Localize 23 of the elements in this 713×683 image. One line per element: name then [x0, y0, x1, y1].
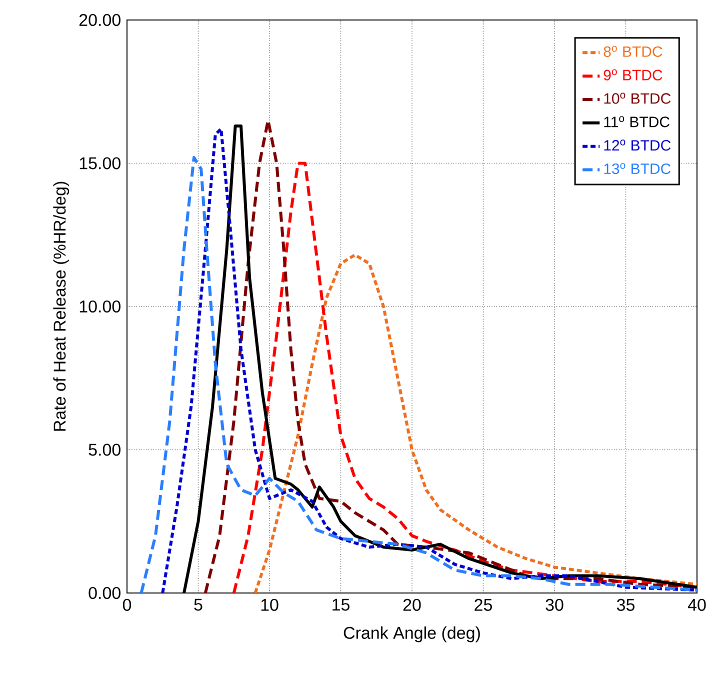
x-axis-title: Crank Angle (deg) — [344, 626, 480, 642]
x-tick-label: 20 — [403, 598, 421, 611]
legend-label: 9$^{o}$ BTDC — [604, 69, 662, 80]
legend-label: 10$^{o}$ BTDC — [604, 92, 671, 104]
y-tick-label: 15.00 — [80, 157, 120, 170]
x-tick-label: 35 — [616, 598, 634, 611]
legend-label: 13$^{o}$ BTDC — [604, 163, 671, 174]
legend-label: 8$^{o}$ BTDC — [604, 46, 662, 57]
legend-label: 12$^{o}$ BTDC — [604, 140, 671, 151]
x-tick-label: 0 — [122, 598, 132, 611]
line-series — [254, 253, 697, 593]
y-tick-label: 10.00 — [80, 300, 120, 313]
x-tick-label: 40 — [688, 598, 706, 611]
x-tick-label: 30 — [546, 598, 564, 611]
y-tick-label: 20.00 — [79, 14, 120, 26]
legend-label: 11$^{o}$ BTDC — [604, 116, 670, 128]
x-tick-label: 25 — [474, 598, 492, 611]
y-axis-title: Rate of Heat Release (%HR/deg) — [53, 182, 70, 431]
x-tick-label: 15 — [332, 598, 350, 611]
y-tick-label: 0.00 — [88, 586, 120, 600]
y-tick-label: 5.00 — [88, 444, 120, 456]
x-tick-label: 5 — [194, 598, 202, 611]
x-tick-label: 10 — [261, 598, 278, 611]
